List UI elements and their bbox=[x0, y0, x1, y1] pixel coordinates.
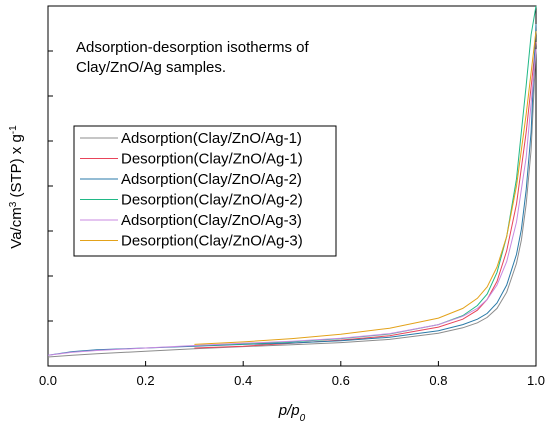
chart-annotation-line-1: Adsorption-desorption isotherms of bbox=[76, 39, 309, 56]
series-line-6 bbox=[194, 31, 537, 345]
series-line-5 bbox=[47, 49, 537, 356]
legend-box bbox=[73, 125, 337, 257]
legend-label-5: Adsorption(Clay/ZnO/Ag-3) bbox=[121, 212, 302, 229]
series-layer bbox=[47, 5, 537, 358]
series-line-1 bbox=[47, 49, 537, 358]
legend-label-6: Desorption(Clay/ZnO/Ag-3) bbox=[121, 233, 303, 250]
legend-label-1: Adsorption(Clay/ZnO/Ag-1) bbox=[121, 130, 302, 147]
x-tick-label: 1.0 bbox=[527, 373, 545, 388]
x-tick-label: 0.0 bbox=[39, 373, 57, 388]
series-line-4 bbox=[194, 5, 537, 347]
axis-ticks: 0.0 0.2 0.4 0.6 0.8 1.0 bbox=[39, 5, 545, 388]
x-tick-label: 0.2 bbox=[137, 373, 155, 388]
x-tick-label: 0.8 bbox=[429, 373, 447, 388]
legend-label-2: Desorption(Clay/ZnO/Ag-1) bbox=[121, 151, 303, 168]
legend: Adsorption(Clay/ZnO/Ag-1) Desorption(Clay… bbox=[73, 125, 337, 257]
chart-annotation-line-2: Clay/ZnO/Ag samples. bbox=[76, 59, 226, 76]
x-tick-label: 0.4 bbox=[234, 373, 252, 388]
legend-label-3: Adsorption(Clay/ZnO/Ag-2) bbox=[121, 171, 302, 188]
y-axis-label: Va/cm3 (STP) x g-1 bbox=[8, 125, 26, 249]
legend-label-4: Desorption(Clay/ZnO/Ag-2) bbox=[121, 192, 303, 209]
x-axis-label: p/p0 bbox=[278, 402, 306, 421]
x-tick-label: 0.6 bbox=[332, 373, 350, 388]
